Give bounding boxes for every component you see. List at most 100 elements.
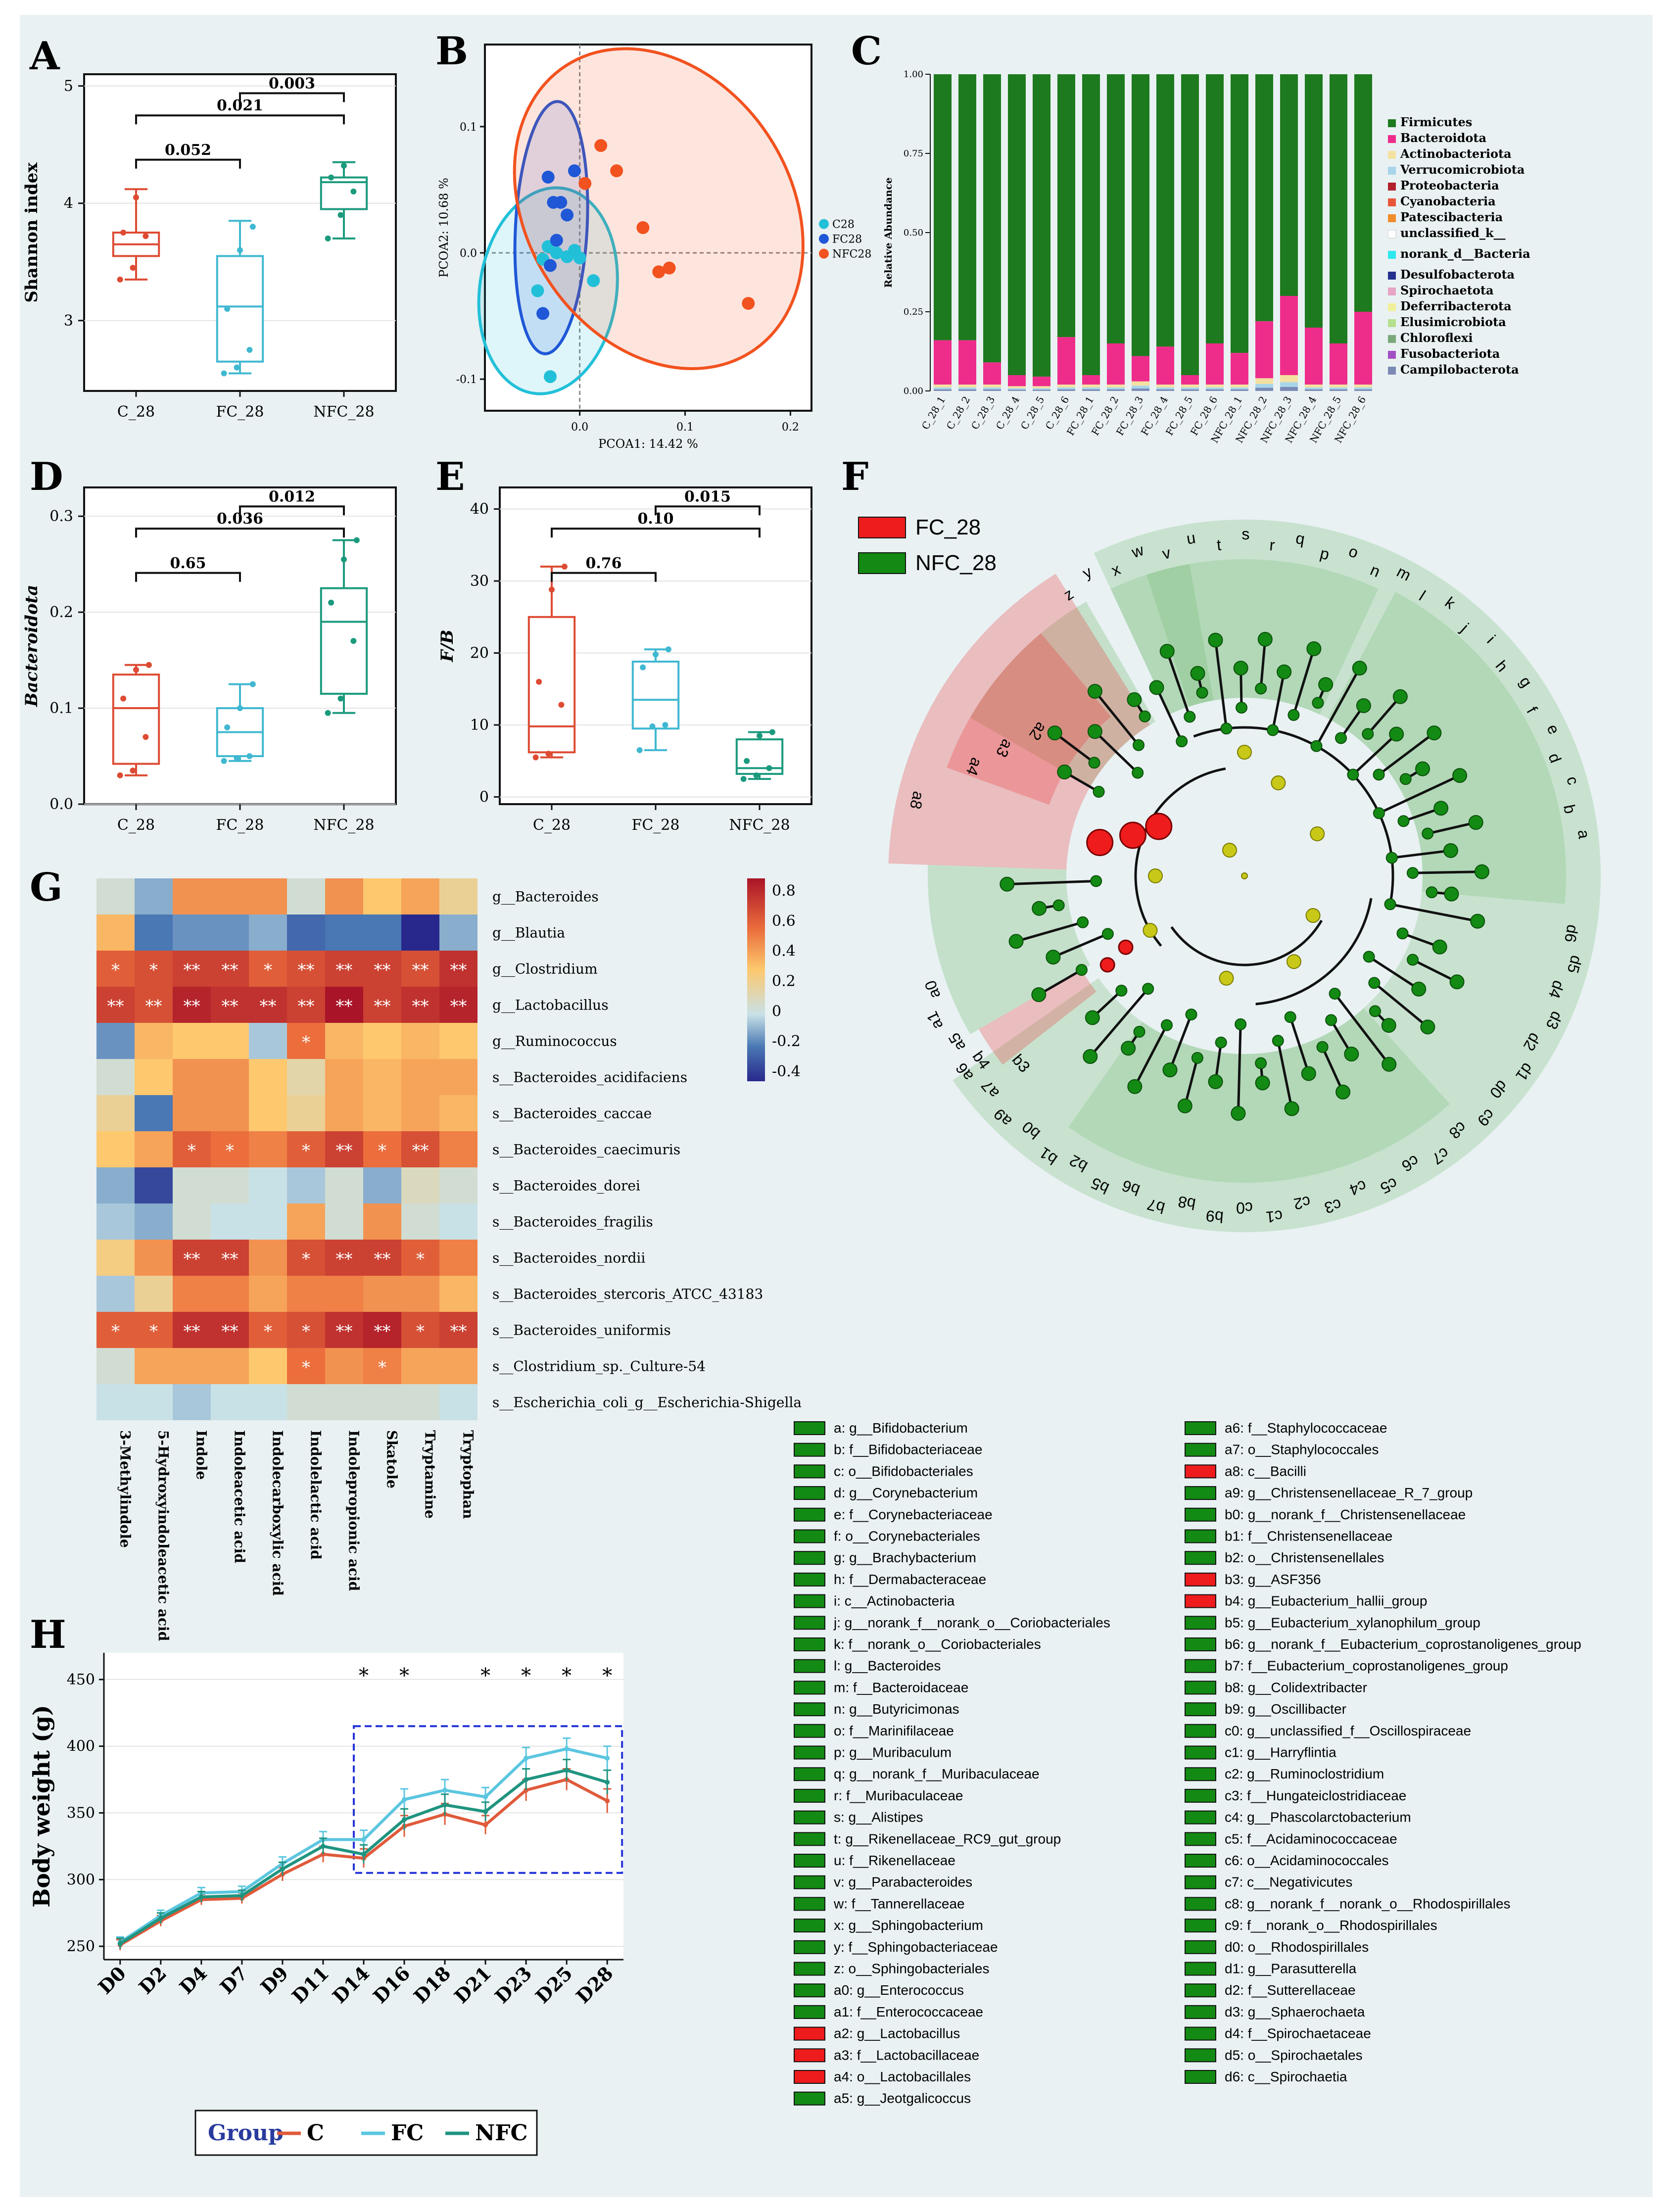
significance-star: *: [602, 1664, 612, 1687]
bar-segment-bacteroidota: [958, 340, 976, 385]
taxa-label: j: g__norank_f__norank_o__Coriobacterial…: [833, 1615, 1110, 1630]
taxa-swatch: [794, 1919, 825, 1933]
heatmap-col-label: Indolecarboxylic acid: [270, 1430, 286, 1596]
clade-branch: [1237, 1024, 1242, 1113]
taxa-swatch: [1185, 1443, 1216, 1457]
taxa-label: b8: g__Colidextribacter: [1225, 1680, 1367, 1695]
data-point: [143, 233, 149, 240]
panel-label-b: B: [435, 29, 468, 74]
taxa-label: d5: o__Spirochaetales: [1225, 2047, 1363, 2063]
significance-star: **: [222, 1250, 238, 1269]
heatmap-cell: [325, 914, 363, 951]
clade-node-nfc: [1288, 709, 1300, 721]
data-point: [145, 662, 152, 668]
taxa-swatch: [1185, 1745, 1216, 1760]
clade-node-nfc: [1318, 677, 1334, 692]
clade-node-nfc: [1215, 1036, 1227, 1049]
taxa-swatch: [1185, 1854, 1216, 1868]
taxa-swatch: [1185, 1724, 1216, 1738]
data-point: [337, 695, 344, 702]
significance-star: *: [111, 1322, 120, 1342]
clade-node-nfc: [1444, 886, 1459, 902]
taxa-swatch: [1185, 1897, 1216, 1911]
taxa-label: e: f__Corynebacteriaceae: [834, 1507, 993, 1522]
heatmap-cell: [173, 951, 211, 987]
clade-node-nfc: [1272, 1035, 1284, 1047]
taxa-label: b9: g__Oscillibacter: [1225, 1701, 1346, 1717]
bar-segment-actinobacteriota: [1206, 385, 1224, 387]
clade-node-nfc: [1312, 697, 1324, 709]
taxa-swatch: [794, 1507, 825, 1522]
significance-star: **: [222, 1322, 238, 1342]
clade-label: r: [1269, 536, 1276, 554]
data-point: [130, 768, 136, 774]
significance-star: *: [188, 1141, 196, 1161]
x-tick-label: D9: [256, 1962, 292, 1999]
heatmap-cell: [249, 987, 287, 1023]
bar-segment-bacteroidota: [1107, 343, 1125, 385]
clade-node-nfc: [1384, 898, 1396, 911]
bar-segment-bacteroidota: [1181, 375, 1199, 385]
line-point-FC: [361, 1837, 366, 1842]
bar-segment-firmicutes: [1156, 74, 1174, 347]
y-tick-label: 0.75: [904, 148, 923, 159]
significance-bracket: [551, 572, 657, 582]
x-tick-label: NFC_28: [729, 817, 790, 834]
y-tick-label: 0.1: [460, 121, 477, 134]
taxa-label: v: g__Parabacteroides: [834, 1875, 972, 1890]
bar-segment-verrucomicrobiota: [1082, 387, 1100, 389]
heatmap-cell: [401, 1131, 439, 1167]
heatmap-cell: [249, 914, 287, 951]
line-point-NFC: [442, 1802, 448, 1808]
heatmap-row-label: s__Bacteroides_dorei: [492, 1178, 640, 1194]
heatmap-cell: [287, 951, 325, 987]
clade-node-nfc: [1057, 765, 1072, 779]
taxa-swatch: [794, 2091, 825, 2106]
legend-swatch: [1388, 351, 1396, 359]
heatmap-cell: [325, 987, 363, 1023]
taxa-swatch: [794, 1659, 825, 1673]
clade-node-nfc: [1031, 987, 1047, 1002]
clade-label-fc: a8: [906, 790, 928, 811]
line-point-FC: [564, 1746, 570, 1752]
bar-segment-verrucomicrobiota: [1107, 387, 1125, 389]
significance-star: *: [416, 1322, 425, 1342]
heatmap-cell: [363, 1276, 401, 1312]
significance-star: **: [412, 1141, 429, 1161]
bar-segment-other: [1107, 389, 1125, 391]
line-point-C: [483, 1822, 488, 1827]
significance-bracket: [239, 505, 345, 516]
clade-node-fc: [1145, 813, 1173, 840]
clade-node-nfc: [1087, 683, 1102, 699]
heatmap-cell: [135, 1348, 173, 1384]
heatmap-cell: [96, 914, 135, 951]
bar-segment-bacteroidota: [1206, 343, 1224, 385]
clade-label: b8: [1177, 1193, 1197, 1213]
clade-branch: [1094, 730, 1139, 774]
clade-branch: [1277, 1040, 1293, 1109]
heatmap-cell: [439, 878, 477, 914]
heatmap-cell: [249, 1348, 287, 1384]
bar-segment-bacteroidota: [1033, 377, 1050, 386]
bar-segment-other: [1206, 389, 1224, 391]
data-point: [353, 537, 360, 543]
data-point: [753, 772, 760, 778]
heatmap-row-label: s__Bacteroides_nordii: [492, 1250, 645, 1266]
bar-segment-other: [1255, 387, 1273, 391]
p-value-label: 0.015: [684, 488, 731, 505]
taxa-label: b6: g__norank_f__Eubacterium_coprostanol…: [1225, 1636, 1581, 1652]
bar-segment-bacteroidota: [934, 340, 952, 385]
significance-star: **: [184, 1250, 200, 1269]
data-point: [237, 247, 243, 253]
heatmap-cell: [135, 878, 173, 914]
heatmap-cell: [287, 1167, 325, 1203]
heatmap-cell: [401, 1059, 439, 1095]
clade-node-neutral: [1305, 908, 1321, 923]
significance-bracket: [551, 528, 761, 538]
taxa-label: f: o__Corynebacteriales: [834, 1529, 980, 1544]
taxa-label: b5: g__Eubacterium_xylanophilum_group: [1225, 1615, 1480, 1630]
heatmap-cell: [96, 1312, 135, 1348]
panel-label-e: E: [435, 454, 465, 499]
heatmap-cell: [249, 951, 287, 987]
taxa-swatch: [794, 1940, 825, 1954]
